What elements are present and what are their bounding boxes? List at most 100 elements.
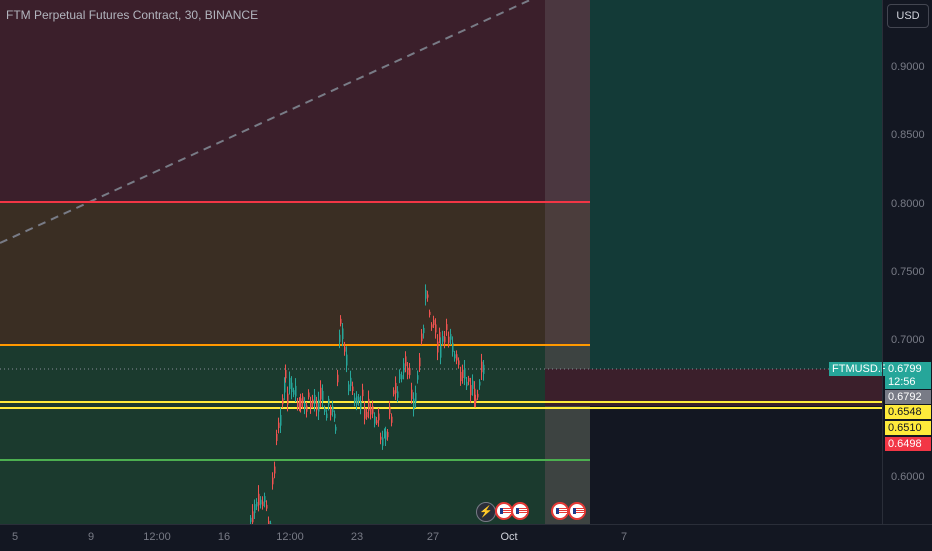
candle-body xyxy=(289,378,291,389)
currency-button[interactable]: USD xyxy=(887,4,929,28)
candle-body xyxy=(370,407,372,414)
candle-body xyxy=(446,324,448,330)
candle-body xyxy=(462,370,464,378)
candle-body xyxy=(260,500,262,505)
price-axis[interactable]: USD 0.9000 0.8500 0.8000 0.7500 0.7000 0… xyxy=(882,0,932,524)
candle-body xyxy=(318,400,320,412)
candle-body xyxy=(346,355,348,366)
candle-body xyxy=(405,356,407,366)
y-tick: 0.7000 xyxy=(891,334,925,346)
zone-green xyxy=(0,345,590,524)
candle-body xyxy=(425,290,427,299)
candle-body xyxy=(391,417,393,423)
candle-body xyxy=(295,386,297,396)
candle-body xyxy=(372,406,374,414)
candle-body xyxy=(385,431,387,439)
candle-body xyxy=(393,390,395,394)
candle-body xyxy=(382,438,384,446)
candle-body xyxy=(334,414,336,419)
candle-body xyxy=(326,414,328,418)
candle-body xyxy=(387,432,389,437)
candle-body xyxy=(477,394,479,398)
candle-body xyxy=(339,335,341,342)
candle-body xyxy=(252,511,254,522)
candle-body xyxy=(464,368,466,379)
candle-body xyxy=(280,415,282,426)
candle-body xyxy=(409,368,411,375)
candle-body xyxy=(354,398,356,403)
time-axis[interactable]: 5 9 12:00 16 12:00 23 27 Oct 7 xyxy=(0,524,932,551)
lightning-icon[interactable]: ⚡ xyxy=(476,502,496,522)
candle-body xyxy=(366,412,368,417)
candle-body xyxy=(429,312,431,315)
candle-body xyxy=(413,399,415,410)
us-flag-icon[interactable] xyxy=(568,502,586,520)
y-tick: 0.6000 xyxy=(891,471,925,483)
candle-body xyxy=(362,390,364,396)
candle-body xyxy=(458,360,460,365)
candle-body xyxy=(266,505,268,509)
candle-body xyxy=(401,375,403,379)
candle-body xyxy=(442,336,444,342)
candle-body xyxy=(308,392,310,397)
yellow-price-tag: 0.6510 xyxy=(885,421,931,435)
x-tick: Oct xyxy=(500,531,517,543)
candle-body xyxy=(293,390,295,395)
candle-body xyxy=(440,346,442,358)
x-tick: 16 xyxy=(218,531,230,543)
candle-body xyxy=(312,400,314,404)
y-tick: 0.8000 xyxy=(891,198,925,210)
candle-body xyxy=(417,375,419,380)
candle-body xyxy=(335,427,337,431)
candle-body xyxy=(316,403,318,410)
candle-body xyxy=(360,401,362,409)
yellow-price-tag: 0.6548 xyxy=(885,405,931,419)
candle-body xyxy=(287,394,289,405)
candle-body xyxy=(427,295,429,298)
candle-body xyxy=(450,334,452,340)
x-tick: 12:00 xyxy=(276,531,304,543)
loss-zone xyxy=(0,0,590,202)
candle-body xyxy=(475,399,477,403)
candle-body xyxy=(403,363,405,372)
candle-body xyxy=(330,409,332,416)
candle-body xyxy=(250,518,252,522)
candle-body xyxy=(276,434,278,441)
candle-body xyxy=(348,384,350,391)
profit-zone xyxy=(590,0,882,369)
zone-orange xyxy=(0,202,590,345)
projection-column xyxy=(545,0,590,524)
y-tick: 0.7500 xyxy=(891,266,925,278)
chart-pane[interactable]: FTM Perpetual Futures Contract, 30, BINA… xyxy=(0,0,882,524)
x-tick: 23 xyxy=(351,531,363,543)
candle-body xyxy=(479,382,481,386)
candle-body xyxy=(423,328,425,333)
candle-body xyxy=(282,398,284,404)
candle-body xyxy=(470,385,472,395)
candle-body xyxy=(342,328,344,339)
candle-body xyxy=(358,397,360,401)
us-flag-icon[interactable] xyxy=(511,502,529,520)
us-flag-icon[interactable] xyxy=(551,502,569,520)
candle-body xyxy=(411,390,413,399)
candle-body xyxy=(322,391,324,401)
candle-body xyxy=(310,402,312,408)
candle-body xyxy=(397,391,399,397)
candle-body xyxy=(378,413,380,420)
candle-body xyxy=(437,342,439,353)
candle-body xyxy=(421,334,423,342)
x-tick: 12:00 xyxy=(143,531,171,543)
candle-body xyxy=(431,324,433,327)
candle-body xyxy=(300,398,302,407)
candle-body xyxy=(466,382,468,386)
current-price-tag: 0.6799 xyxy=(885,362,931,376)
candle-body xyxy=(444,337,446,343)
candle-body xyxy=(439,332,441,338)
y-tick: 0.8500 xyxy=(891,129,925,141)
candle-body xyxy=(481,362,483,373)
candle-body xyxy=(483,365,485,374)
x-tick: 7 xyxy=(621,531,627,543)
candle-body xyxy=(328,399,330,405)
x-tick: 5 xyxy=(12,531,18,543)
candle-body xyxy=(419,358,421,367)
